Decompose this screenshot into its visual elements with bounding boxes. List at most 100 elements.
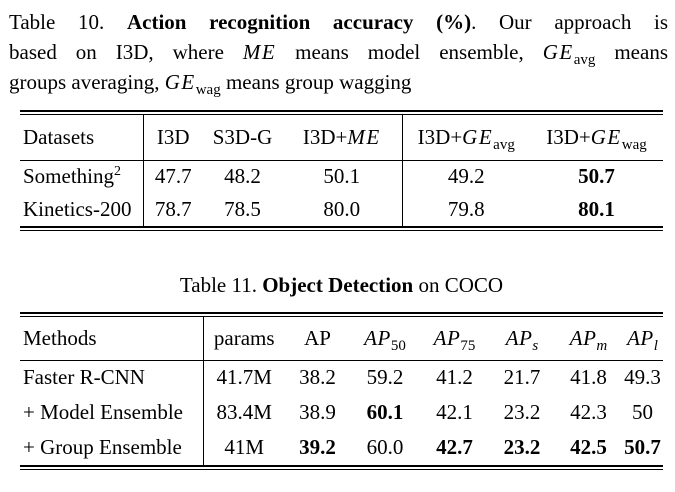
header-label: I3D: [156, 124, 190, 149]
cell-value: 38.2: [299, 365, 336, 390]
math-symbol-ap: AP: [569, 325, 597, 350]
header-label: params: [213, 325, 275, 350]
math-symbol-ge: GE: [542, 40, 574, 64]
table11-body: Faster R-CNN 41.7M 38.2 59.2 41.2 21.7 4…: [20, 360, 663, 465]
table10-caption: Table 10. Action recognition accuracy (%…: [9, 7, 668, 99]
math-symbol-ge: GE: [462, 124, 494, 149]
math-symbol-me: ME: [347, 124, 381, 149]
cell-value: 42.3: [570, 400, 607, 424]
cell-value: 80.0: [282, 193, 403, 226]
header-label: I3D+: [302, 124, 348, 149]
math-symbol-ap: AP: [433, 325, 461, 350]
header-cell-params: params: [203, 317, 285, 361]
table10: Datasets I3D S3D-G I3D+ME I3D+GEavg I3D+…: [20, 110, 663, 231]
row-label-faster-rcnn: Faster R-CNN: [20, 360, 204, 395]
math-subscript-75: 75: [460, 337, 476, 354]
cell-value-best: 80.1: [578, 197, 615, 221]
math-subscript-50: 50: [390, 337, 406, 354]
table-row: + Model Ensemble 83.4M 38.9 60.1 42.1 23…: [20, 395, 663, 430]
table11: Methods params AP AP50 AP75 APs APm APl …: [20, 312, 663, 470]
math-symbol-ge: GE: [164, 70, 196, 94]
dataset-name: Kinetics-200: [23, 197, 132, 221]
row-label-something: Something2: [20, 160, 144, 193]
table10-caption-line1: Table 10. Action recognition accuracy (%…: [9, 7, 668, 37]
math-symbol-ge: GE: [590, 124, 622, 149]
cell-value: 41.2: [436, 365, 473, 390]
table10-header-row: Datasets I3D S3D-G I3D+ME I3D+GEavg I3D+…: [20, 115, 663, 161]
cell-value: 79.8: [447, 197, 485, 221]
cell-value: 38.9: [299, 400, 336, 424]
math-subscript-s: s: [532, 338, 538, 354]
header-label: I3D+: [417, 124, 463, 149]
cell-value-best: 39.2: [299, 435, 336, 459]
header-cell-aps: APs: [489, 317, 555, 361]
caption-text: means model ensemble,: [276, 40, 543, 64]
table10-bottom-rule: [20, 226, 663, 231]
table10-caption-line3: groups averaging, GEwag means group wagg…: [9, 67, 668, 99]
table10-grid: Datasets I3D S3D-G I3D+ME I3D+GEavg I3D+…: [20, 115, 663, 226]
header-cell-i3d: I3D: [143, 115, 203, 161]
header-cell-apm: APm: [555, 317, 622, 361]
table10-top-rule: [20, 110, 663, 115]
caption-text: means: [595, 40, 668, 64]
caption-bold-title: Action recognition accuracy (%): [126, 10, 472, 34]
caption-text: groups averaging,: [9, 70, 165, 94]
math-symbol-me: ME: [242, 40, 277, 64]
math-subscript-letter: m: [596, 337, 608, 354]
header-cell-apl: APl: [622, 317, 663, 361]
header-cell-ap50: AP50: [350, 317, 420, 361]
table11-grid: Methods params AP AP50 AP75 APs APm APl …: [20, 317, 663, 465]
cell-value: 42.1: [436, 400, 473, 424]
math-subscript-m: m: [596, 338, 607, 354]
cell-value: 41.7M: [216, 365, 272, 390]
cell-value: 41.8: [570, 365, 607, 390]
header-cell-ap75: AP75: [420, 317, 489, 361]
header-cell-i3d-gewag: I3D+GEwag: [530, 115, 663, 161]
header-cell-methods: Methods: [20, 317, 204, 361]
row-label-group-ensemble: + Group Ensemble: [20, 430, 204, 465]
math-subscript-avg: avg: [493, 136, 515, 153]
caption-text: . Our approach is: [471, 10, 669, 34]
table11-caption: Table 11. Object Detection on COCO: [20, 273, 663, 298]
header-label: I3D+: [546, 124, 591, 149]
header-cell-s3dg: S3D-G: [203, 115, 282, 161]
header-label: Methods: [23, 325, 97, 350]
table11-bottom-rule: [20, 465, 663, 470]
caption-text: means group wagging: [220, 70, 412, 94]
math-subscript-letter: s: [532, 337, 539, 354]
table-row: + Group Ensemble 41M 39.2 60.0 42.7 23.2…: [20, 430, 663, 465]
math-symbol-ap: AP: [505, 325, 533, 350]
cell-value-best: 50.7: [578, 164, 615, 189]
cell-value: 59.2: [366, 365, 404, 390]
math-subscript-letter: l: [653, 337, 658, 354]
cell-value-best: 42.5: [570, 435, 607, 459]
header-label: AP: [304, 325, 331, 350]
header-cell-i3d-geavg: I3D+GEavg: [402, 115, 530, 161]
cell-value-best: 42.7: [436, 435, 473, 459]
dataset-name: Something: [23, 164, 115, 189]
cell-value: 60.0: [366, 435, 404, 459]
table10-body: Something2 47.7 48.2 50.1 49.2 50.7 Kine…: [20, 160, 663, 226]
table11-top-rule: [20, 312, 663, 317]
math-subscript-wag: wag: [195, 82, 221, 99]
cell-value: 47.7: [154, 164, 192, 189]
cell-value: 83.4M: [216, 400, 272, 424]
cell-value: 21.7: [503, 365, 541, 390]
cell-value: 23.2: [503, 400, 541, 424]
header-cell-i3d-me: I3D+ME: [282, 115, 403, 161]
row-label-kinetics: Kinetics-200: [20, 193, 144, 226]
table-row: Kinetics-200 78.7 78.5 80.0 79.8 80.1: [20, 193, 663, 226]
table11-header-row: Methods params AP AP50 AP75 APs APm APl: [20, 317, 663, 361]
caption-bold-title: Object Detection: [262, 273, 414, 297]
cell-value-best: 23.2: [503, 435, 541, 459]
header-label: Datasets: [23, 124, 95, 149]
superscript: 2: [114, 164, 122, 180]
table-row: Something2 47.7 48.2 50.1 49.2 50.7: [20, 160, 663, 193]
math-subscript-wag: wag: [621, 136, 647, 153]
math-subscript-l: l: [654, 338, 658, 354]
cell-value: 49.2: [447, 164, 485, 189]
cell-value: 48.2: [224, 164, 261, 189]
math-symbol-ap: AP: [364, 325, 391, 350]
cell-value: 50: [632, 400, 653, 424]
